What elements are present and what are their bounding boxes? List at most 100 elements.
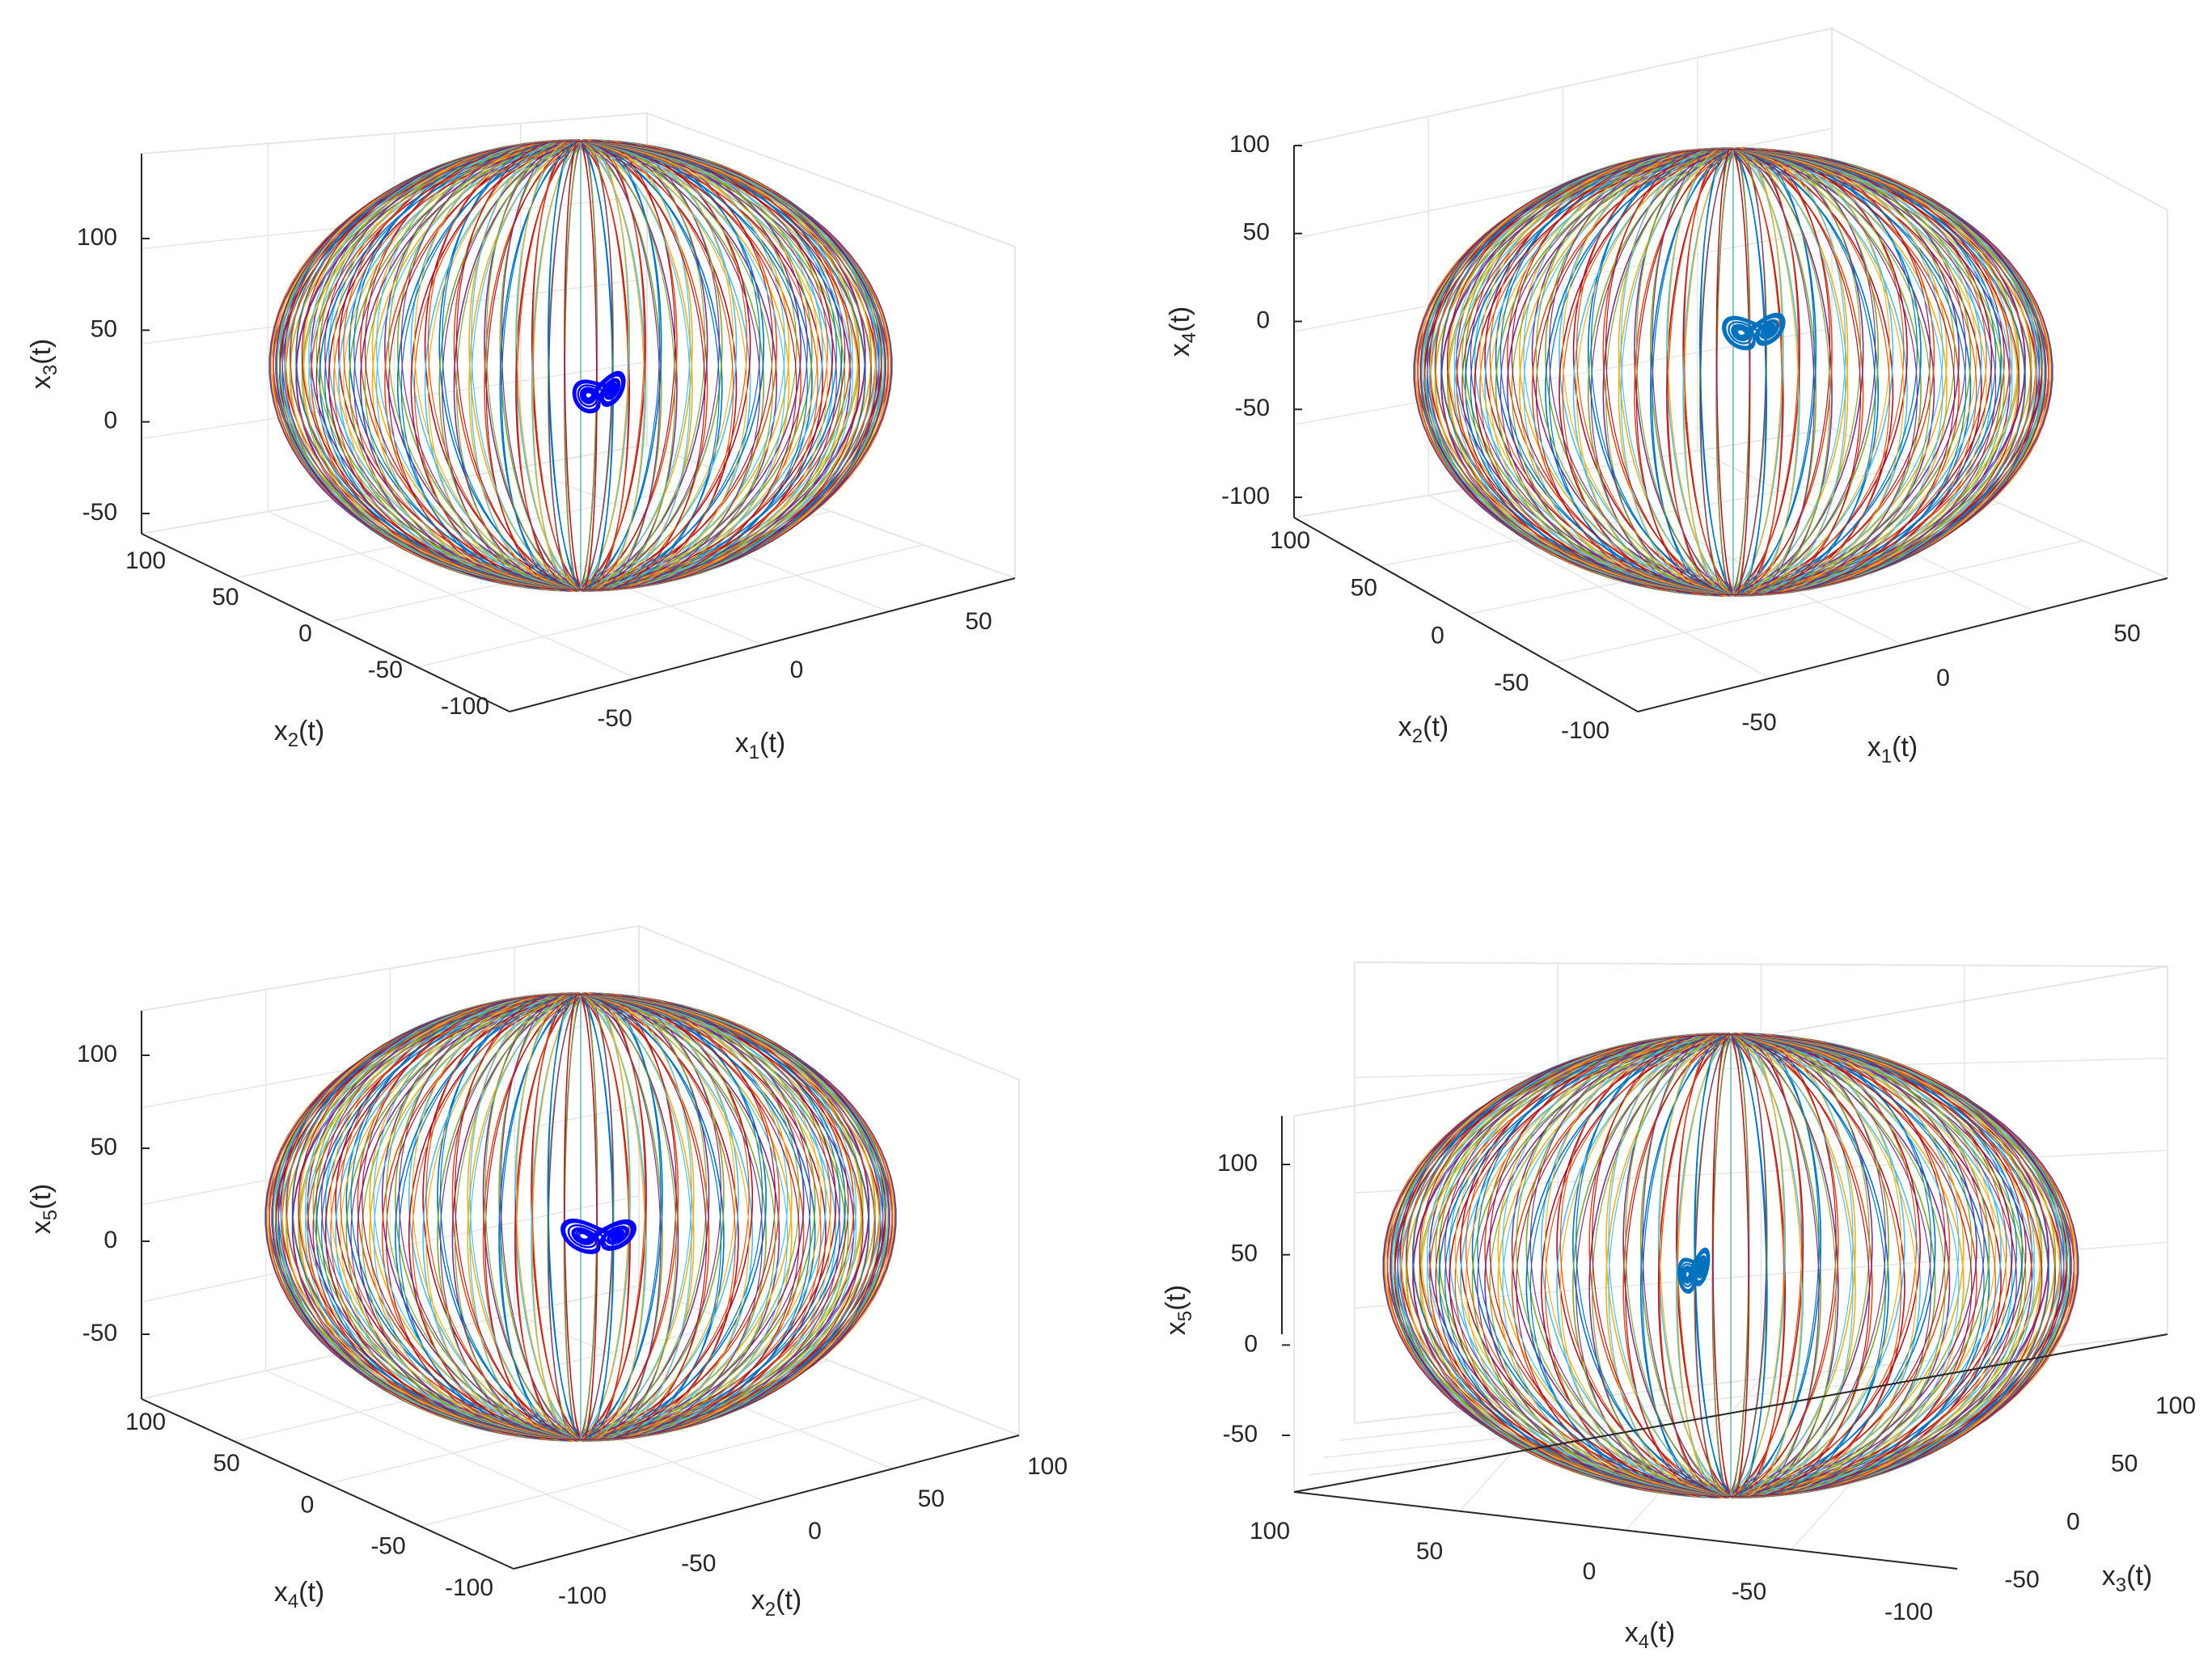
y-tick-label: 50	[212, 584, 239, 611]
z-tick-label: -100	[1221, 483, 1270, 509]
y-tick-label: 0	[2066, 1508, 2080, 1535]
z-tick-label: 100	[77, 224, 117, 251]
x-axis-label-base: x	[1625, 1617, 1639, 1648]
z-tick-label: 50	[91, 315, 117, 342]
z-axis-label: x4(t)	[1165, 306, 1200, 357]
x-tick-label: 0	[1583, 1558, 1597, 1585]
z-axis-label-sub: 4	[1178, 332, 1200, 343]
y-tick-label: 100	[1270, 527, 1310, 554]
x-axis-line	[513, 1435, 1020, 1570]
y-tick-label: -50	[368, 657, 403, 683]
y-tick-label: -50	[2004, 1566, 2039, 1593]
ellipsoid-surface	[1382, 1032, 2079, 1499]
floor-grid	[1309, 1452, 1513, 1476]
z-tick-label: 100	[1229, 131, 1270, 158]
y-tick-label: 100	[2155, 1392, 2196, 1419]
z-axis-label: x3(t)	[26, 339, 61, 389]
z-tick-label: -50	[1235, 395, 1270, 421]
y-axis-line	[1293, 1333, 2168, 1493]
y-tick-label: 50	[213, 1450, 239, 1477]
z-tick-label: 50	[91, 1134, 117, 1160]
x-axis-label-suffix: (t)	[1892, 732, 1918, 763]
z-tick-label: -50	[1223, 1421, 1258, 1447]
z-axis-label-sub: 5	[40, 1210, 61, 1220]
meridian-curve	[272, 994, 890, 1441]
z-tick-label: 50	[1243, 219, 1270, 246]
ellipsoid-surface	[269, 139, 893, 592]
x-tick-label: 0	[790, 657, 804, 683]
y-tick-label: -50	[1494, 670, 1529, 696]
attractor-trajectory	[560, 1218, 637, 1254]
y-tick-label: -100	[1561, 717, 1609, 744]
x-tick-label: 100	[1027, 1453, 1068, 1480]
x-tick-label: 50	[965, 608, 992, 635]
y-tick-label: 100	[125, 1409, 166, 1435]
x-axis-label: x4(t)	[1625, 1617, 1675, 1653]
floor-grid	[1625, 1378, 1762, 1531]
attractor-trajectory	[572, 370, 626, 414]
x-tick-label: -50	[597, 705, 632, 732]
top-edge	[638, 925, 1020, 1080]
meridian-curve	[1389, 1033, 2072, 1498]
y-axis-label-base: x	[274, 716, 288, 746]
floor-grid	[1339, 1373, 1950, 1441]
z-axis-label-base: x	[26, 375, 57, 389]
y-tick-label: 0	[301, 1491, 315, 1518]
floor-grid	[394, 488, 763, 646]
y-axis-label-sub: 2	[288, 729, 298, 751]
subplot-x2-x4-x5: -100-50050100-100-50050100-50050100x2(t)…	[26, 924, 1068, 1621]
x-axis-label-base: x	[735, 728, 749, 759]
x-axis-label-base: x	[1867, 732, 1881, 763]
x-tick-label: 50	[1416, 1538, 1443, 1565]
attractor-trajectory	[1721, 312, 1786, 351]
x-tick-label: 0	[808, 1518, 822, 1545]
floor-grid	[1324, 1412, 1732, 1459]
subplot-x1-x2-x3: -50050-100-50050100-50050100x1(t)x2(t)x3…	[26, 112, 1016, 763]
y-axis-label-sub: 3	[2116, 1574, 2126, 1596]
x-tick-label: 50	[2113, 620, 2140, 647]
y-axis-label-suffix: (t)	[298, 1577, 324, 1608]
axes	[141, 154, 1016, 712]
y-axis-label-base: x	[2102, 1561, 2116, 1591]
subplot-x1-x2-x4: -50050-100-50050100-100-50050100x1(t)x2(…	[1165, 27, 2168, 767]
y-axis-label-sub: 2	[1412, 725, 1423, 747]
x-axis-label-base: x	[751, 1585, 765, 1616]
x-axis-line	[1637, 577, 2168, 712]
x-tick-label: -100	[558, 1583, 607, 1609]
subplot-x4-x3-x5: 100500-50-100-50050100-50050100x4(t)x3(t…	[1161, 961, 2196, 1653]
z-tick-label: 0	[1244, 1330, 1258, 1357]
floor-grid	[417, 544, 924, 668]
z-tick-label: 100	[1217, 1150, 1258, 1177]
ellipsoid-surface	[264, 992, 897, 1442]
z-tick-label: -50	[82, 499, 117, 526]
x-axis-label: x1(t)	[1867, 732, 1918, 767]
x-tick-label: -50	[1732, 1578, 1766, 1605]
y-axis-label-sub: 4	[288, 1591, 298, 1612]
y-tick-label: 50	[1351, 575, 1377, 602]
axes	[1293, 145, 2168, 712]
z-tick-label: 0	[104, 408, 117, 434]
floor-grid	[1459, 1401, 1559, 1512]
x-axis-label-sub: 1	[749, 742, 759, 763]
y-axis-label-suffix: (t)	[1423, 712, 1449, 742]
z-axis-label-sub: 3	[40, 365, 61, 375]
z-axis-label-suffix: (t)	[1161, 1285, 1191, 1311]
y-tick-label: 0	[298, 620, 312, 647]
floor-grid	[390, 1342, 767, 1503]
x-tick-label: 50	[918, 1485, 945, 1512]
floor-grid	[420, 1397, 924, 1528]
floor-grid	[1791, 1355, 1965, 1550]
x-axis-label-suffix: (t)	[1649, 1617, 1675, 1648]
z-tick-label: 0	[104, 1227, 117, 1253]
floor-grid	[514, 1313, 894, 1469]
z-axis-label-sub: 5	[1174, 1311, 1196, 1321]
x-tick-label: 100	[1250, 1518, 1290, 1545]
y-axis-label-suffix: (t)	[298, 716, 324, 746]
x-axis-label-suffix: (t)	[759, 728, 785, 759]
y-tick-label: -100	[441, 693, 489, 720]
z-axis-label-suffix: (t)	[26, 1184, 57, 1210]
x-axis-line	[509, 577, 1016, 712]
x-tick-label: -50	[681, 1550, 716, 1577]
z-axis-label: x5(t)	[1161, 1285, 1196, 1335]
